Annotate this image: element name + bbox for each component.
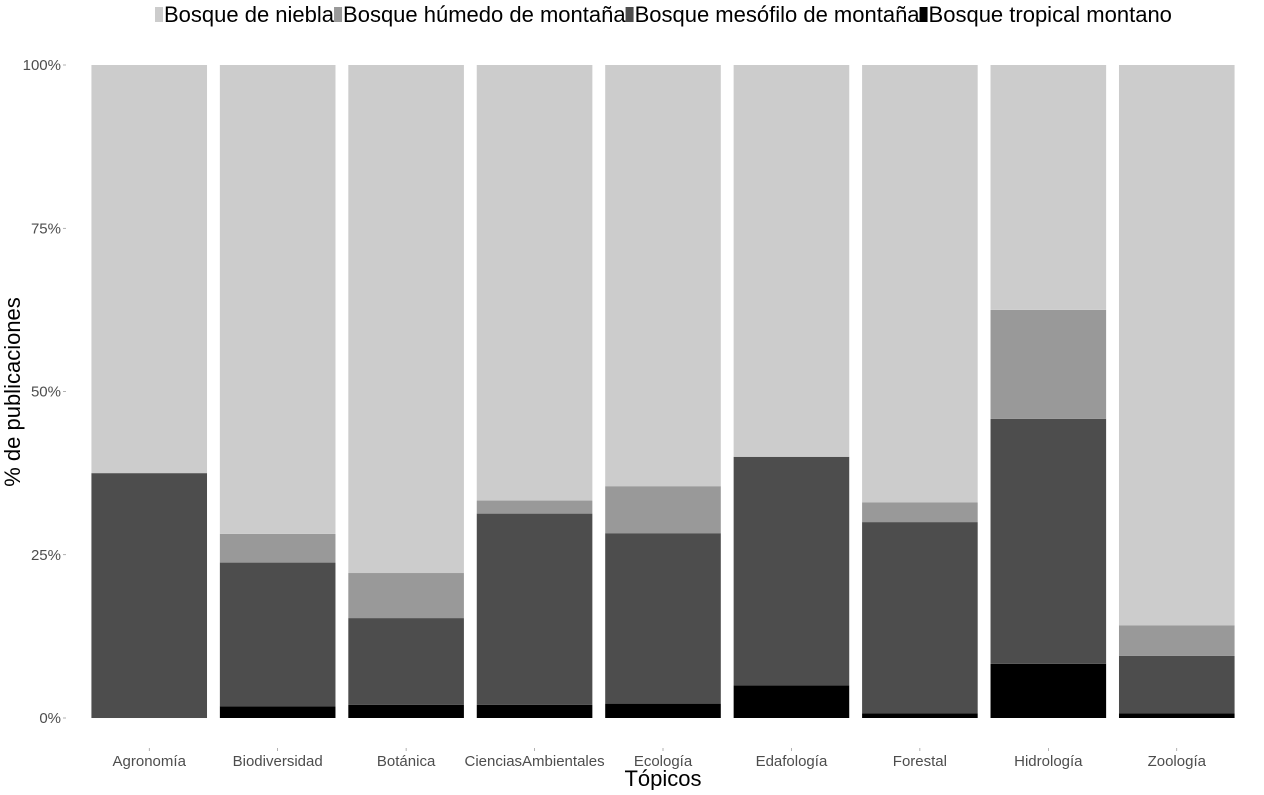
bar-segment (219, 706, 336, 718)
y-tick-label: 75% (31, 220, 61, 237)
legend-label: Bosque mesófilo de montaña (635, 2, 921, 27)
bar-segment (990, 663, 1107, 718)
legend-item: Bosque tropical montano (919, 2, 1172, 27)
bar-segment (862, 502, 978, 523)
bar-segment (990, 418, 1107, 664)
bar-segment (219, 65, 336, 534)
legend-swatch (625, 7, 634, 22)
y-tick-label: 25% (31, 547, 61, 564)
legend: Bosque de niebla Bosque húmedo de montaña… (155, 2, 1172, 27)
bar-segment (1118, 713, 1235, 718)
bar-segment (862, 522, 978, 714)
x-tick-label: Edafología (756, 753, 828, 770)
bar-segment (348, 704, 464, 718)
bar-segment (862, 713, 978, 718)
y-tick-label: 100% (23, 57, 61, 74)
bar-segment (990, 65, 1107, 310)
bar-segment (733, 685, 850, 718)
bar-segment (348, 573, 464, 619)
x-tick-label: CienciasAmbientales (465, 753, 605, 770)
bar-segment (91, 65, 208, 474)
legend-swatch (155, 7, 163, 22)
bar-segment (605, 703, 721, 718)
x-tick-label: Forestal (893, 753, 947, 770)
bar-segment (733, 456, 850, 686)
bar-segment (91, 473, 208, 719)
x-tick-label: Botánica (377, 753, 436, 770)
y-axis: 0% 25% 50% 75% 100% (23, 57, 66, 727)
bar-segment (219, 533, 336, 563)
y-tick-label: 0% (39, 710, 61, 727)
bar-segment (605, 533, 721, 704)
bar-segment (733, 65, 850, 457)
legend-swatch (919, 7, 928, 22)
bar-segment (476, 500, 593, 514)
y-axis-title: % de publicaciones (0, 297, 25, 487)
legend-item: Bosque mesófilo de montaña (625, 2, 921, 27)
bars (91, 65, 1235, 719)
bar-segment (1118, 655, 1235, 714)
legend-item: Bosque de niebla (155, 2, 335, 27)
legend-label: Bosque húmedo de montaña (343, 2, 626, 27)
bar-segment (990, 309, 1107, 419)
bar-segment (476, 704, 593, 718)
legend-label: Bosque de niebla (164, 2, 335, 27)
x-tick-label: Zoología (1148, 753, 1207, 770)
x-tick-label: Agronomía (113, 753, 187, 770)
bar-segment (476, 513, 593, 705)
legend-label: Bosque tropical montano (929, 2, 1172, 27)
x-axis-title: Tópicos (624, 766, 701, 790)
bar-segment (605, 65, 721, 487)
legend-item: Bosque húmedo de montaña (334, 2, 626, 27)
bar-segment (348, 65, 464, 574)
bar-segment (219, 562, 336, 707)
bar-segment (476, 65, 593, 501)
x-tick-label: Hidrología (1014, 753, 1083, 770)
y-tick-label: 50% (31, 384, 61, 401)
bar-segment (1118, 625, 1235, 656)
x-tick-label: Ecología (634, 753, 693, 770)
x-axis: Agronomía Biodiversidad Botánica CienciasAm… (113, 748, 1207, 770)
legend-swatch (334, 7, 343, 22)
bar-segment (605, 486, 721, 534)
bar-segment (862, 65, 978, 503)
bar-segment (1118, 65, 1235, 626)
bar-segment (348, 618, 464, 705)
x-tick-label: Biodiversidad (233, 753, 323, 770)
